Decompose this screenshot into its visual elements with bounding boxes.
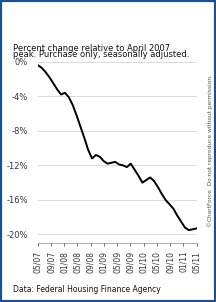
- Text: Data: Federal Housing Finance Agency: Data: Federal Housing Finance Agency: [13, 285, 161, 294]
- Text: peak. Purchase only, seasonally adjusted.: peak. Purchase only, seasonally adjusted…: [13, 50, 189, 59]
- Text: Home Price Index: Home Price Index: [22, 11, 194, 29]
- Text: Percent change relative to April 2007: Percent change relative to April 2007: [13, 44, 170, 53]
- Text: ©ChartForce  Do not reproduce without permission.: ©ChartForce Do not reproduce without per…: [207, 75, 213, 227]
